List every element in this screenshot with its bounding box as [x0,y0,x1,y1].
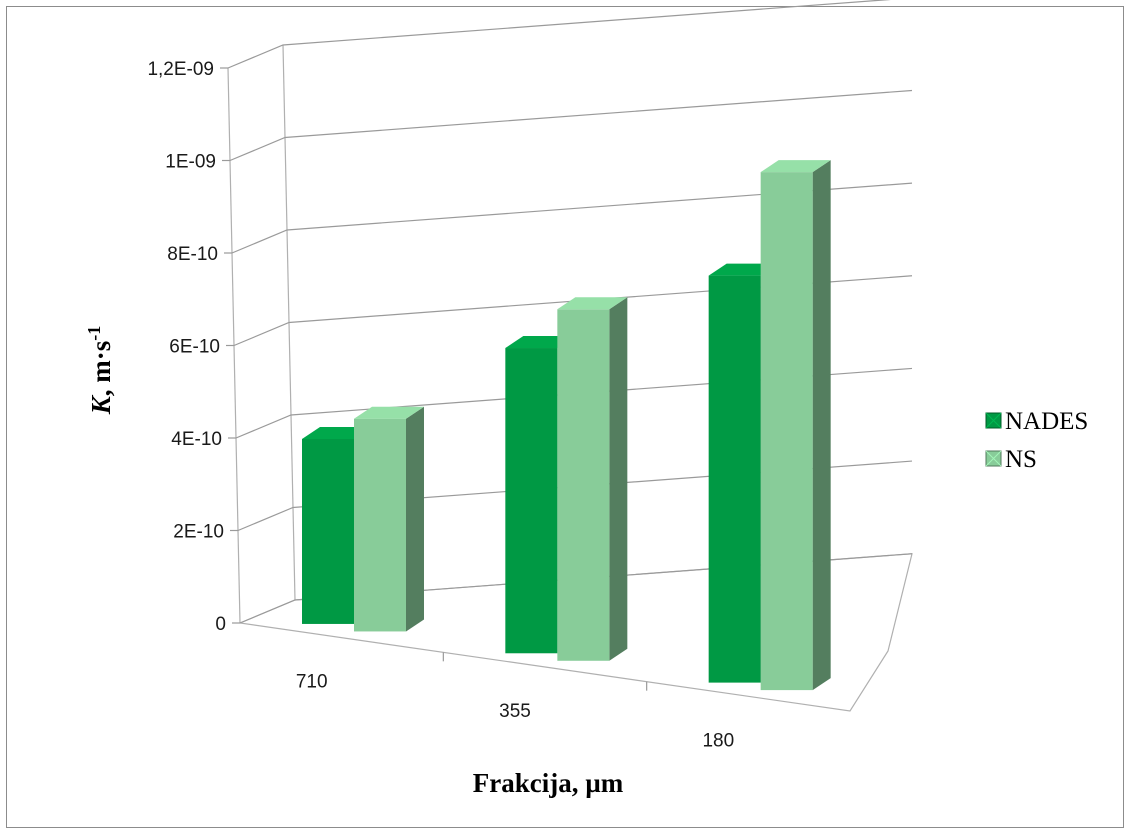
y-tick-label: 2E-10 [173,522,224,543]
bar-ns-355 [557,297,628,661]
bar-top [557,297,628,310]
bar-front [557,309,610,661]
gridline [239,553,913,624]
bar-side [609,297,628,661]
y-tick-label: 6E-10 [169,337,220,358]
x-tick-label: 710 [296,672,328,693]
bar-top [760,160,831,173]
bar-top [354,406,424,419]
legend-entry-nades: NADES [985,408,1088,435]
y-tick-label: 0 [215,614,226,635]
y-tick-label: 1E-09 [165,152,216,173]
gridline [233,275,913,347]
bar-side [812,160,831,691]
bar-ns-180 [760,160,831,691]
bar-front [302,438,354,624]
gridline [235,367,913,439]
legend-entry-ns: NS [985,446,1037,473]
gridline [231,182,913,254]
y-axis-label: K, m·s-1 [84,326,116,416]
gridline [229,89,913,162]
x-axis-label: Frakcija, µm [473,768,624,798]
bar-front [354,418,406,632]
bar-front [760,172,813,691]
legend-swatch-bevel [985,412,1002,429]
gridlines [220,0,913,691]
y-tick-label: 1,2E-09 [147,59,214,80]
x-tick-label: 355 [499,701,531,722]
gridline [227,0,892,69]
bar-front [505,348,558,654]
bar-ns-710 [354,406,424,632]
legend-label: NADES [1005,408,1088,435]
y-tick-label: 4E-10 [171,429,222,450]
y-axis-label-symbol: K [86,394,116,415]
legend-label: NS [1005,446,1037,473]
bar-front [708,275,761,683]
y-tick-label: 8E-10 [167,244,218,265]
y-axis-label-exponent: -1 [84,326,104,341]
legend: NADES NS [985,408,1088,473]
y-axis-label-unit: , m·s [86,341,116,397]
gridline [237,460,913,532]
y-tick-labels: 0 2E-10 4E-10 6E-10 8E-10 1E-09 1,2E-09 [147,59,226,635]
legend-swatch-bevel [985,450,1002,467]
x-tick-label: 180 [702,730,734,751]
bar-side [406,406,424,632]
x-tick-labels: 710 355 180 [296,672,734,752]
bars [302,160,831,691]
